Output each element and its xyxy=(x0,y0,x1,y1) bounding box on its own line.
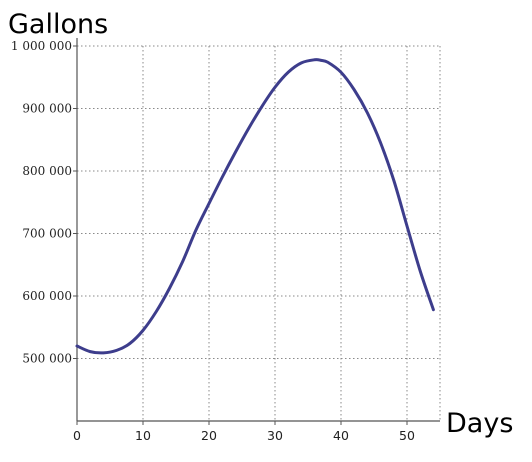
ticks: 500 000 600 000 700 000 800 000 900 000 1 000… xyxy=(11,39,415,443)
x-tick-label: 10 xyxy=(135,428,151,443)
x-axis-title: Days xyxy=(446,408,513,439)
x-tick-label: 40 xyxy=(333,428,349,443)
y-tick-label: 800 000 xyxy=(22,164,72,178)
axes xyxy=(76,38,440,422)
y-tick-label: 600 000 xyxy=(22,289,72,303)
x-tick-label: 0 xyxy=(73,428,81,443)
y-tick-label: 1 000 000 xyxy=(11,39,72,53)
x-tick-label: 20 xyxy=(201,428,217,443)
grid xyxy=(76,45,441,421)
y-tick-label: 700 000 xyxy=(22,227,72,241)
y-tick-label: 500 000 xyxy=(22,352,72,366)
x-tick-label: 50 xyxy=(399,428,415,443)
x-tick-label: 30 xyxy=(267,428,283,443)
series-line xyxy=(75,58,435,355)
y-tick-label: 900 000 xyxy=(22,102,72,116)
series-layer xyxy=(75,58,435,355)
y-axis-title: Gallons xyxy=(8,9,108,40)
